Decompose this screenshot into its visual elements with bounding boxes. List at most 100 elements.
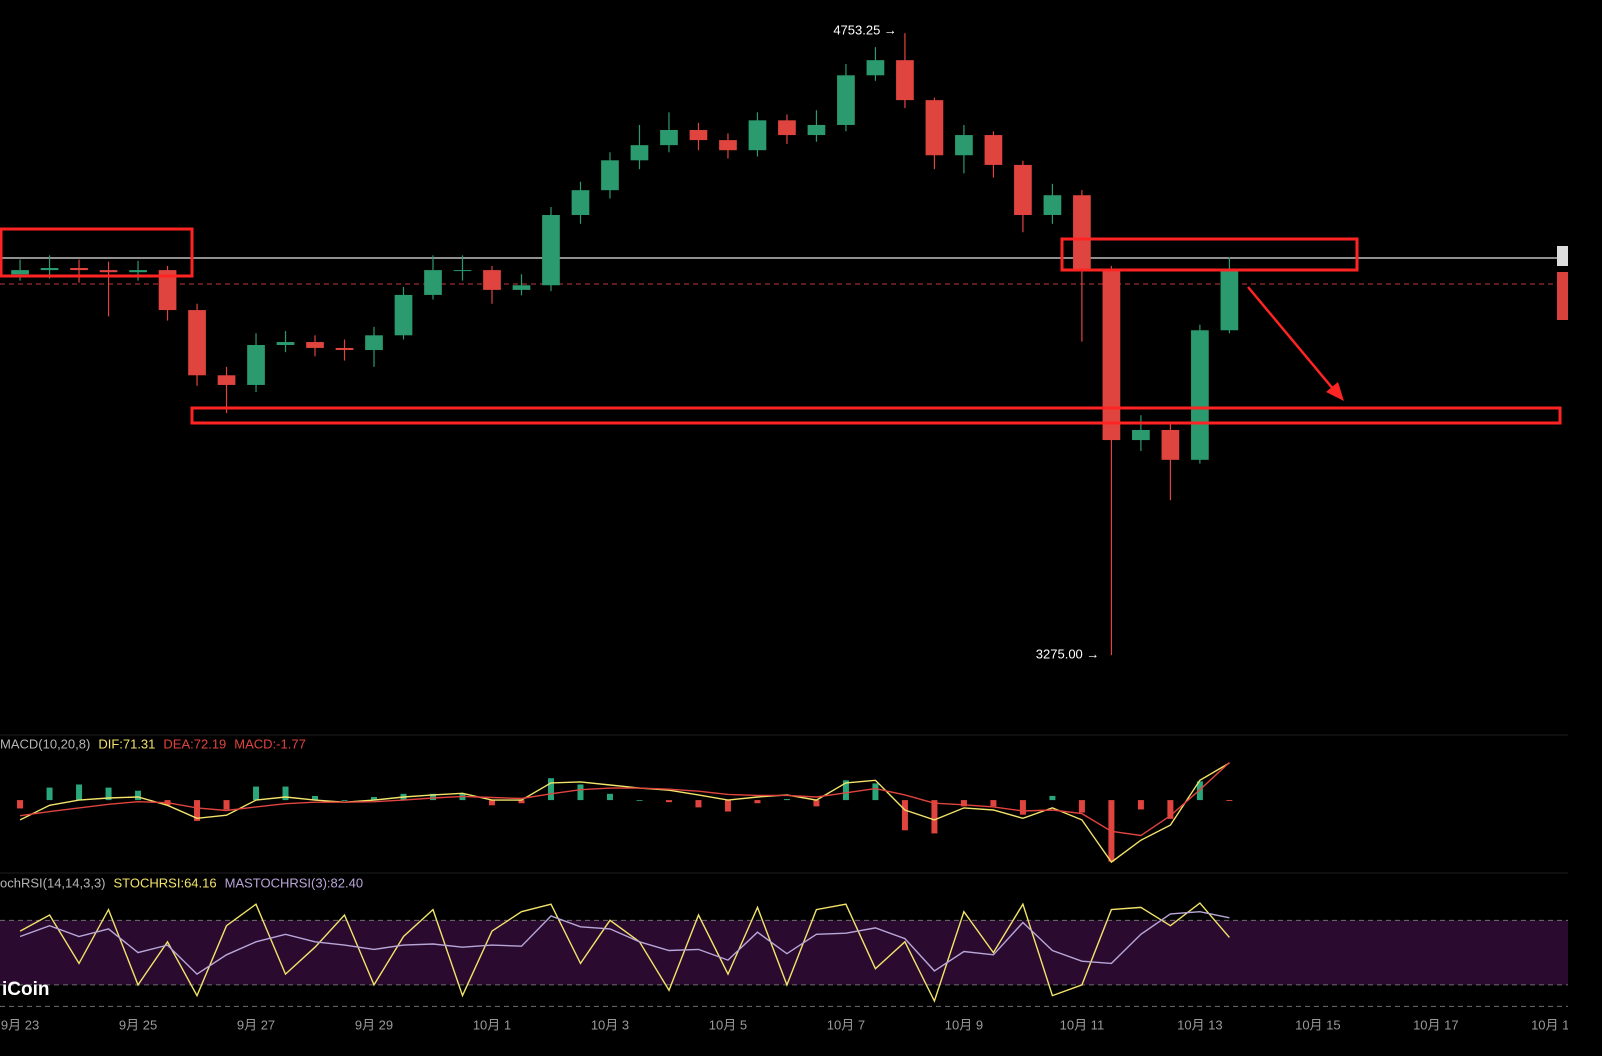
macd-bar xyxy=(754,800,761,804)
high-annotation: 4753.25 → xyxy=(833,23,897,38)
x-tick-label: 9月 23 xyxy=(1,1017,39,1032)
macd-bar xyxy=(813,800,820,807)
candle-body xyxy=(335,347,354,351)
candle-body xyxy=(424,270,442,295)
candle-body xyxy=(158,270,177,311)
legend-entry: MACD:-1.77 xyxy=(234,736,306,751)
x-tick-label: 9月 27 xyxy=(237,1017,275,1032)
macd-bar xyxy=(724,800,731,812)
candle-body xyxy=(1102,270,1121,441)
macd-bar xyxy=(341,800,348,801)
candle-body xyxy=(542,214,560,286)
macd-bar xyxy=(1049,795,1056,801)
macd-bar xyxy=(253,786,260,801)
candle-body xyxy=(1014,164,1032,215)
candle-body xyxy=(129,270,147,273)
x-tick-label: 10月 13 xyxy=(1177,1017,1223,1032)
x-tick-label: 10月 7 xyxy=(827,1017,865,1032)
x-tick-label: 9月 25 xyxy=(119,1017,157,1032)
macd-bar xyxy=(636,800,643,801)
candle-body xyxy=(188,310,206,376)
candle-body xyxy=(99,270,118,273)
candle-body xyxy=(70,267,88,271)
macd-bar xyxy=(577,784,584,801)
candle-body xyxy=(866,60,885,76)
macd-bar xyxy=(488,800,495,806)
x-tick-label: 10月 11 xyxy=(1060,1017,1105,1032)
candle-body xyxy=(660,130,678,146)
support-box xyxy=(190,406,1562,425)
macd-bar xyxy=(990,800,997,807)
macd-bar xyxy=(1226,800,1233,802)
legend-entry: STOCHRSI:64.16 xyxy=(114,875,217,890)
macd-bar xyxy=(1137,800,1144,810)
x-tick-label: 10月 19 xyxy=(1531,1017,1577,1032)
candle-body xyxy=(689,130,708,141)
macd-bar xyxy=(76,784,83,801)
band xyxy=(0,920,1568,985)
macd-bar xyxy=(371,796,378,801)
macd-bar xyxy=(282,786,289,801)
candle-body xyxy=(40,267,59,271)
indicator-title: MACD(10,20,8) xyxy=(0,736,90,751)
drawings xyxy=(0,227,1568,425)
highlight-box xyxy=(1060,237,1359,272)
candle-body xyxy=(453,270,472,272)
candle-body xyxy=(630,145,649,161)
watermark: iCoin xyxy=(2,979,50,1000)
x-tick-label: 10月 15 xyxy=(1295,1017,1341,1032)
x-tick-label: 10月 1 xyxy=(473,1017,511,1032)
candle-body xyxy=(807,124,826,136)
x-tick-label: 10月 3 xyxy=(591,1017,629,1032)
candle-body xyxy=(719,140,737,151)
candle-body xyxy=(1073,195,1091,271)
candle-body xyxy=(11,270,29,275)
indicator-line xyxy=(19,762,1230,864)
candle-body xyxy=(1161,429,1180,460)
macd-bar xyxy=(783,799,790,801)
candle-body xyxy=(217,375,236,385)
candle-body xyxy=(955,135,973,156)
candle-body xyxy=(306,342,324,348)
macd-bar xyxy=(1019,800,1026,815)
macd-bar xyxy=(842,780,849,801)
macd-bar xyxy=(960,800,967,807)
macd-bar xyxy=(429,793,436,801)
candle-body xyxy=(247,344,265,385)
candle-body xyxy=(837,75,855,125)
plot-area: 9月 23 9月 25 9月 27 9月 29 10月 1 10月 3 10月 5 10月 7… xyxy=(0,33,1577,1032)
candle-body xyxy=(601,160,619,191)
macd-bar xyxy=(17,800,24,809)
candle-body xyxy=(1220,270,1239,331)
indicator-line xyxy=(19,910,1230,975)
legend-entry: MASTOCHRSI(3):82.40 xyxy=(225,875,363,890)
candle-body xyxy=(571,190,590,215)
indicator-line xyxy=(20,761,1230,837)
arrow-head xyxy=(1326,382,1344,401)
candle-body xyxy=(748,120,767,151)
legend-entry: DEA:72.19 xyxy=(163,736,226,751)
candle-body xyxy=(394,294,413,336)
candle-body xyxy=(276,342,295,345)
highlight-box xyxy=(0,227,194,278)
x-tick-label: 10月 5 xyxy=(709,1017,747,1032)
indicator-title: ochRSI(14,14,3,3) xyxy=(0,875,106,890)
macd-bar xyxy=(105,787,112,801)
macd-bar xyxy=(931,800,938,834)
macd-bar xyxy=(901,800,908,831)
macd-bar xyxy=(223,800,230,810)
macd-bar xyxy=(606,793,613,801)
candle-body xyxy=(365,335,383,351)
macd-bar xyxy=(1196,781,1203,801)
low-annotation: 3275.00 → xyxy=(1036,647,1100,662)
macd-bar xyxy=(872,783,879,801)
candle-body xyxy=(984,135,1003,165)
macd-bar xyxy=(547,778,554,801)
legend-entry: DIF:71.31 xyxy=(98,736,155,751)
candle-body xyxy=(1191,330,1209,460)
macd-bar xyxy=(695,800,702,808)
x-tick-label: 10月 9 xyxy=(945,1017,983,1032)
macd-bar xyxy=(135,790,142,801)
